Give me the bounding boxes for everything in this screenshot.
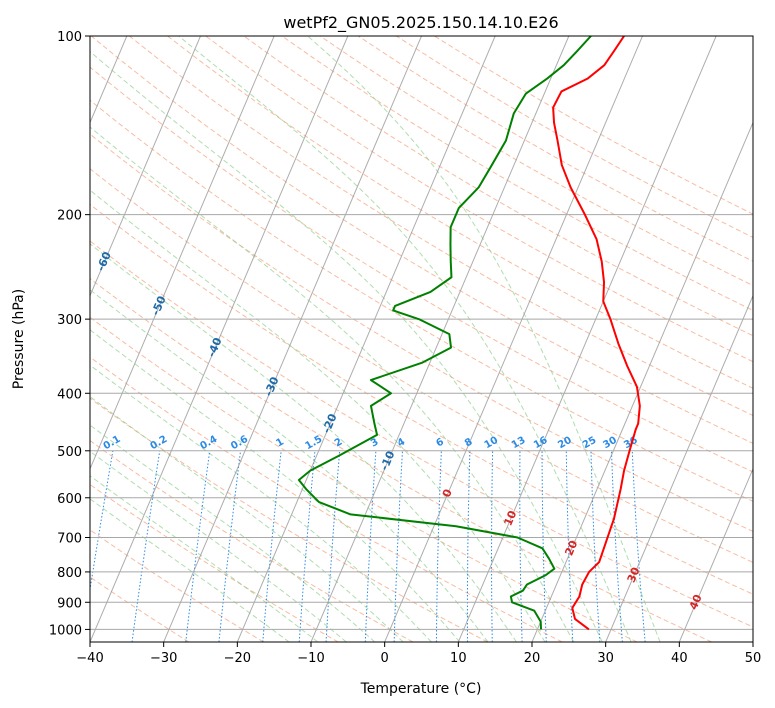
temperature-profile xyxy=(552,36,641,631)
mixing-ratio-line xyxy=(565,450,574,642)
dry-adiabat-line xyxy=(90,397,488,642)
mixing-ratio-label: 4 xyxy=(396,437,408,450)
mixing-ratio-line xyxy=(364,450,377,642)
isotherm-line xyxy=(90,36,201,297)
isotherm-line xyxy=(236,36,496,642)
isotherm-line xyxy=(163,36,422,642)
isotherm-line xyxy=(310,36,570,642)
y-tick-label: 900 xyxy=(57,596,82,611)
mixing-ratio-label: 3 xyxy=(369,437,381,450)
x-tick-label: 10 xyxy=(450,651,467,666)
x-axis-label: Temperature (°C) xyxy=(360,681,482,697)
dry-adiabat-line xyxy=(90,99,753,502)
mixing-ratio-line xyxy=(262,450,282,642)
x-tick-label: −20 xyxy=(224,651,251,666)
dewpoint-profile xyxy=(297,36,592,630)
background-lines xyxy=(90,36,753,642)
profiles xyxy=(297,36,641,631)
y-tick-label: 700 xyxy=(57,532,82,547)
isotherm-label: 40 xyxy=(687,592,705,611)
x-tick-label: −10 xyxy=(297,651,324,666)
x-tick-label: −30 xyxy=(150,651,177,666)
isotherm-line xyxy=(605,294,753,642)
isotherm-line xyxy=(384,36,643,642)
mixing-ratio-line xyxy=(325,450,341,642)
mixing-ratio-line xyxy=(435,450,442,642)
y-tick-label: 300 xyxy=(57,313,82,328)
x-axis: −40 −30 −20 −10 0 10 20 30 40 50 xyxy=(76,642,761,666)
x-tick-label: 30 xyxy=(597,651,614,666)
y-tick-label: 800 xyxy=(57,566,82,581)
dry-adiabat-line xyxy=(90,203,753,595)
y-tick-label: 200 xyxy=(57,209,82,224)
x-tick-label: −40 xyxy=(76,651,103,666)
x-tick-label: 0 xyxy=(381,651,389,666)
dry-adiabat-line xyxy=(167,36,753,389)
mixing-ratio-line xyxy=(519,450,523,642)
isotherm-label: 10 xyxy=(501,508,519,527)
y-axis-label: Pressure (hPa) xyxy=(11,289,27,389)
moist-adiabat-line xyxy=(90,189,546,642)
x-tick-label: 50 xyxy=(745,651,762,666)
y-tick-label: 1000 xyxy=(49,623,82,638)
isotherm-line xyxy=(457,36,717,642)
moist-adiabat-line xyxy=(307,36,661,642)
mixing-ratio-line xyxy=(631,450,646,642)
mixing-ratio-line xyxy=(610,450,623,642)
y-axis: 100 200 300 400 500 600 700 800 900 1000 xyxy=(49,30,90,638)
dry-adiabat-line xyxy=(281,36,753,311)
dry-adiabat-line xyxy=(90,66,753,473)
mixing-ratio-line xyxy=(541,450,547,642)
x-tick-label: 20 xyxy=(524,651,541,666)
y-tick-label: 100 xyxy=(57,30,82,45)
moist-adiabat-line xyxy=(90,289,489,642)
y-tick-label: 600 xyxy=(57,492,82,507)
dry-adiabat-line xyxy=(205,36,753,363)
moist-adiabat-line xyxy=(90,329,461,642)
isotherm-line xyxy=(90,36,275,471)
mixing-ratio-line xyxy=(393,450,403,642)
mixing-ratio-label: 1 xyxy=(274,437,286,450)
isotherm-line xyxy=(678,467,753,642)
y-tick-label: 400 xyxy=(57,387,82,402)
dry-adiabat-line xyxy=(90,529,264,642)
chart-title: wetPf2_GN05.2025.150.14.10.E26 xyxy=(283,13,558,33)
dry-adiabat-line xyxy=(90,277,712,642)
isotherm-label: 20 xyxy=(562,538,580,557)
dry-adiabat-line xyxy=(319,36,753,287)
moist-adiabat-line xyxy=(90,424,376,642)
mixing-ratio-label: 2 xyxy=(333,437,345,450)
mixing-ratio-label: 6 xyxy=(434,437,446,450)
y-tick-label: 500 xyxy=(57,445,82,460)
moist-adiabat-line xyxy=(90,243,517,642)
dry-adiabat-line xyxy=(90,240,753,628)
mixing-ratio-label: 8 xyxy=(463,437,475,450)
dry-adiabat-line xyxy=(243,36,753,337)
isotherm-line xyxy=(531,121,753,642)
moist-adiabat-line xyxy=(90,50,603,642)
moist-adiabat-line xyxy=(90,450,347,642)
moist-adiabat-line xyxy=(90,126,575,642)
mixing-ratio-line xyxy=(590,450,601,642)
x-tick-label: 40 xyxy=(671,651,688,666)
isotherm-line xyxy=(90,36,349,642)
dry-adiabat-line xyxy=(90,133,753,532)
moist-adiabat-line xyxy=(178,36,632,642)
moist-adiabat-line xyxy=(90,364,432,642)
isotherm-label: 30 xyxy=(625,565,643,584)
dry-adiabat-line xyxy=(90,356,563,642)
plot-frame xyxy=(89,35,754,643)
mixing-ratio-line xyxy=(466,450,471,642)
